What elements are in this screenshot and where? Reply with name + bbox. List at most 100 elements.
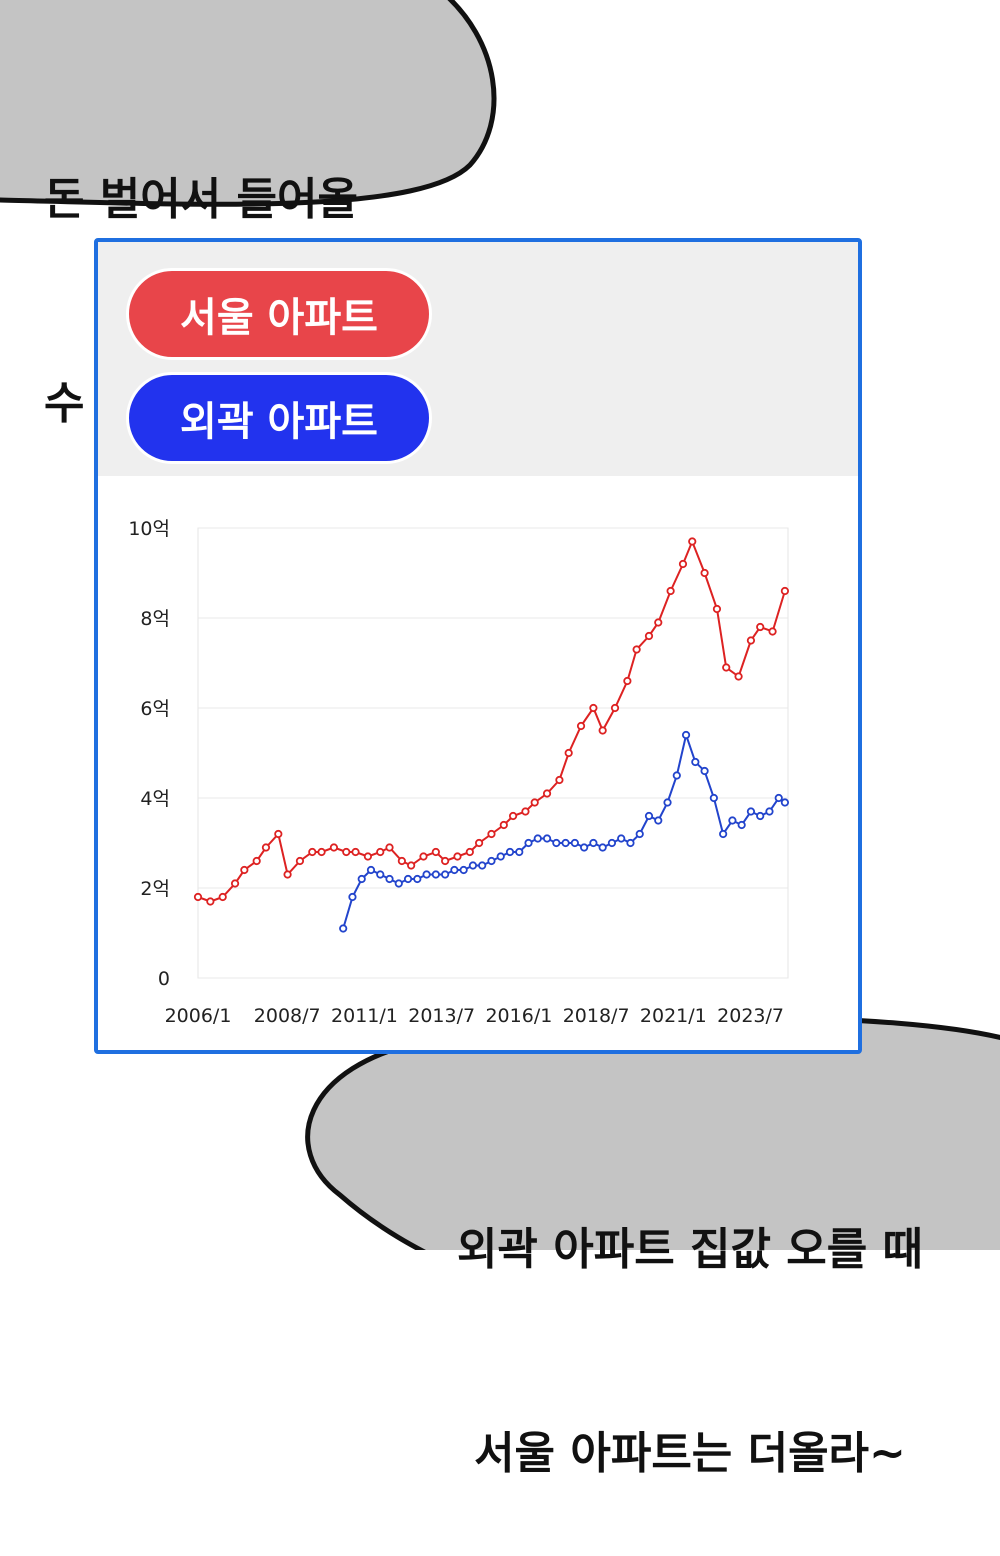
data-point-suburb: [366, 865, 376, 875]
data-point-seoul: [193, 892, 203, 902]
data-point-seoul: [688, 537, 697, 546]
data-point-seoul: [521, 807, 530, 816]
data-point-suburb: [394, 879, 403, 888]
data-point-seoul: [712, 604, 722, 614]
data-point-suburb: [780, 798, 790, 807]
data-point-suburb: [422, 870, 431, 879]
bottom-bubble-line-2: 서울 아파트는 더올라~: [474, 1428, 906, 1479]
y-tick-label: 8억: [140, 608, 170, 630]
data-point-suburb: [339, 924, 348, 933]
data-point-suburb: [542, 834, 552, 843]
data-point-suburb: [376, 870, 385, 879]
data-point-seoul: [431, 847, 440, 857]
data-point-suburb: [607, 838, 617, 848]
data-point-seoul: [644, 631, 654, 641]
data-point-suburb: [700, 766, 709, 776]
plot-area: [197, 527, 789, 979]
data-point-seoul: [385, 843, 394, 852]
data-point-suburb: [719, 829, 728, 839]
data-point-suburb: [403, 874, 413, 884]
data-point-seoul: [508, 811, 518, 821]
data-point-suburb: [357, 874, 366, 884]
data-point-seoul: [610, 703, 620, 713]
data-point-seoul: [407, 861, 416, 870]
data-point-seoul: [746, 636, 756, 645]
data-point-suburb: [580, 843, 589, 852]
data-point-seoul: [623, 676, 632, 686]
data-point-seoul: [756, 622, 765, 632]
data-point-seoul: [576, 721, 586, 731]
data-point-seoul: [666, 586, 675, 596]
speech-bubbles: [0, 0, 1000, 1250]
legend-area: 서울 아파트 외곽 아파트: [98, 242, 858, 476]
data-point-suburb: [570, 838, 579, 848]
data-point-suburb: [709, 793, 718, 803]
x-tick-label: 2021/1: [640, 1005, 707, 1027]
data-point-suburb: [505, 847, 515, 857]
legend-suburb-apartment: 외곽 아파트: [126, 372, 432, 464]
data-point-seoul: [230, 879, 240, 888]
data-point-seoul: [206, 897, 215, 906]
data-point-suburb: [533, 834, 542, 843]
data-point-seoul: [351, 847, 360, 857]
data-point-seoul: [722, 663, 731, 672]
series-line-seoul: [197, 538, 786, 903]
data-point-suburb: [441, 870, 450, 879]
data-point-seoul: [780, 586, 790, 596]
data-point-seoul: [555, 775, 564, 785]
data-point-suburb: [617, 834, 626, 843]
data-point-seoul: [419, 852, 428, 861]
data-point-seoul: [453, 852, 462, 861]
data-point-suburb: [561, 838, 570, 848]
line-chart: 0 2억 4억 6억 8억 10억 2006/1 2008/7 2011/1 2013/7 2016…: [128, 518, 790, 1027]
data-point-seoul: [295, 856, 305, 866]
top-speech-bubble: [0, 0, 497, 207]
data-point-suburb: [654, 816, 663, 825]
data-point-seoul: [678, 559, 688, 569]
data-point-suburb: [496, 852, 505, 861]
data-point-seoul: [542, 789, 552, 798]
data-point-suburb: [765, 807, 774, 816]
data-point-seoul: [261, 843, 271, 852]
data-point-seoul: [598, 726, 607, 735]
y-tick-label: 6억: [140, 698, 170, 720]
data-point-suburb: [644, 811, 654, 821]
data-point-seoul: [363, 852, 372, 861]
data-point-suburb: [431, 870, 440, 879]
data-point-suburb: [756, 811, 765, 821]
bottom-bubble-text: 외곽 아파트 집값 오를 때 서울 아파트는 더올라~: [420, 1080, 960, 1556]
x-tick-label: 2023/7: [717, 1005, 784, 1027]
data-point-seoul: [376, 847, 385, 857]
data-point-suburb: [774, 793, 783, 803]
y-tick-label: 4억: [140, 788, 170, 810]
data-point-suburb: [459, 865, 468, 875]
data-point-suburb: [413, 874, 422, 884]
data-point-suburb: [672, 771, 681, 780]
data-point-seoul: [317, 847, 326, 857]
data-point-seoul: [240, 865, 249, 875]
data-point-seoul: [700, 568, 709, 578]
data-point-seoul: [734, 672, 743, 681]
bottom-bubble-line-1: 외곽 아파트 집값 오를 때: [456, 1224, 924, 1275]
data-point-suburb: [728, 816, 737, 825]
data-point-seoul: [283, 870, 292, 879]
x-tick-label: 2013/7: [408, 1005, 475, 1027]
data-point-suburb: [598, 843, 607, 852]
data-point-seoul: [654, 618, 663, 627]
data-point-suburb: [737, 820, 746, 830]
data-point-suburb: [487, 856, 496, 866]
x-tick-label: 2011/1: [331, 1005, 398, 1027]
data-point-suburb: [515, 847, 524, 857]
data-point-seoul: [564, 748, 573, 758]
data-point-seoul: [487, 829, 496, 839]
data-point-seoul: [632, 645, 641, 654]
data-point-suburb: [626, 838, 635, 848]
data-point-suburb: [746, 807, 756, 816]
data-point-suburb: [348, 892, 357, 902]
x-tick-label: 2006/1: [165, 1005, 232, 1027]
data-point-suburb: [385, 874, 394, 884]
data-point-suburb: [468, 861, 478, 870]
data-point-suburb: [552, 838, 561, 848]
data-point-seoul: [274, 829, 283, 839]
x-tick-label: 2008/7: [254, 1005, 321, 1027]
